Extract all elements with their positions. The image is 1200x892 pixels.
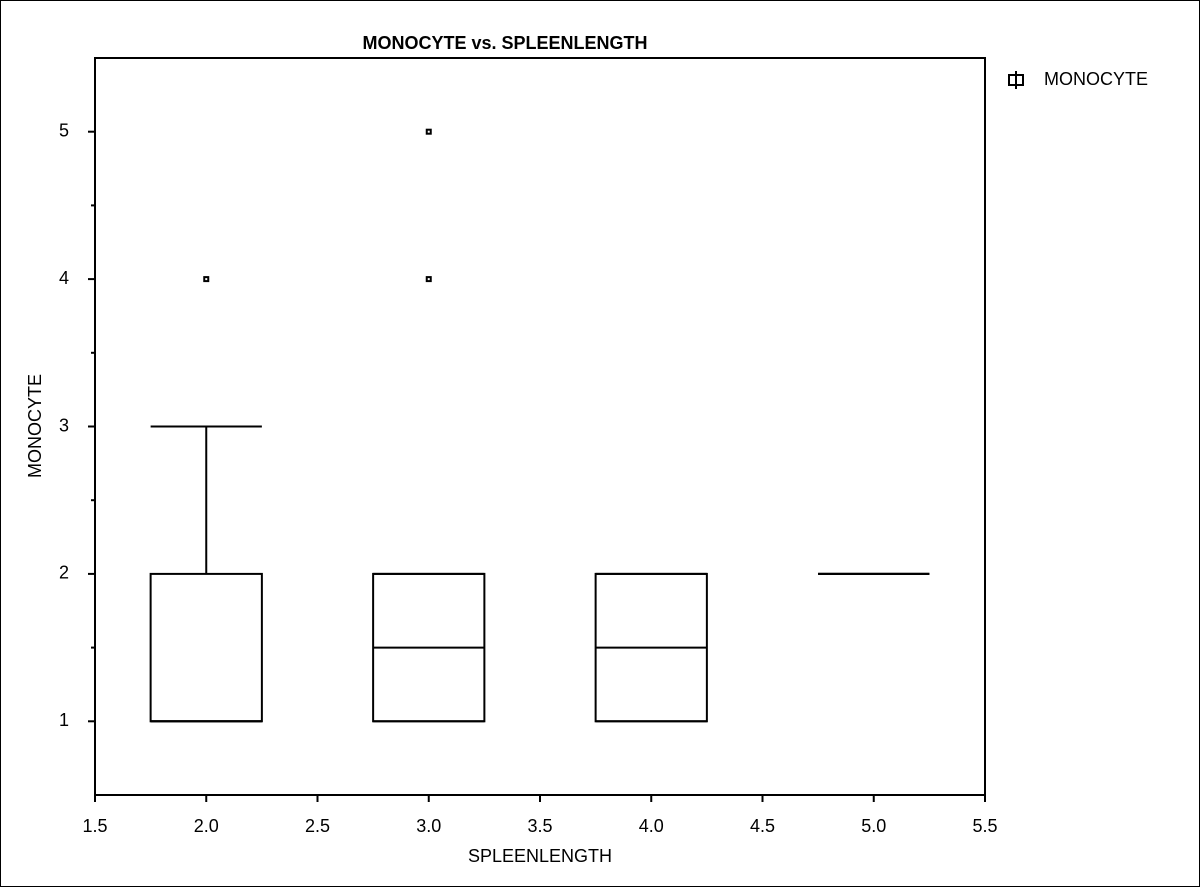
x-tick-label: 1.5: [82, 816, 107, 836]
y-tick-label: 5: [59, 120, 69, 140]
x-tick-label: 5.0: [861, 816, 886, 836]
x-axis-label: SPLEENLENGTH: [468, 846, 612, 866]
outlier: [203, 276, 210, 283]
x-tick-label: 5.5: [972, 816, 997, 836]
y-tick-label: 2: [59, 563, 69, 583]
legend-label: MONOCYTE: [1044, 69, 1148, 89]
x-tick-label: 3.0: [416, 816, 441, 836]
y-tick-label: 4: [59, 268, 69, 288]
chart-title: MONOCYTE vs. SPLEENLENGTH: [362, 33, 647, 53]
x-tick-label: 3.5: [527, 816, 552, 836]
x-tick-label: 2.5: [305, 816, 330, 836]
y-tick-label: 1: [59, 710, 69, 730]
x-tick-label: 4.5: [750, 816, 775, 836]
legend-symbol: [1008, 74, 1024, 86]
y-tick-label: 3: [59, 415, 69, 435]
y-axis-label: MONOCYTE: [25, 374, 45, 478]
outlier: [425, 276, 432, 283]
box: [149, 572, 263, 723]
outlier: [425, 128, 432, 135]
x-tick-label: 4.0: [639, 816, 664, 836]
x-tick-label: 2.0: [194, 816, 219, 836]
